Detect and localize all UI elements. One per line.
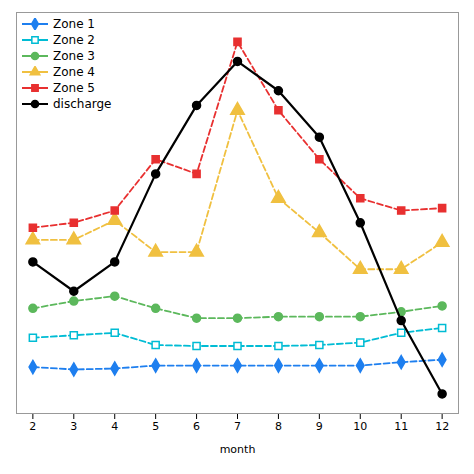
svg-text:12: 12 [435,420,449,433]
svg-text:11: 11 [394,420,408,433]
svg-text:7: 7 [234,420,241,433]
svg-text:9: 9 [316,420,323,433]
html-text:Zone 4: Zone 4 [53,65,95,79]
svg-text:month: month [220,443,256,456]
svg-text:3: 3 [70,420,77,433]
html-text:Zone 3: Zone 3 [53,49,95,63]
svg-text:10: 10 [353,420,367,433]
svg-text:6: 6 [193,420,200,433]
html-text:Zone 2: Zone 2 [53,33,95,47]
svg-text:8: 8 [275,420,282,433]
svg-text:2: 2 [29,420,36,433]
html-text:discharge: discharge [53,97,112,111]
html-text:Zone 5: Zone 5 [53,81,95,95]
svg-text:5: 5 [152,420,159,433]
html-text:Zone 1: Zone 1 [53,17,95,31]
svg-text:4: 4 [111,420,118,433]
